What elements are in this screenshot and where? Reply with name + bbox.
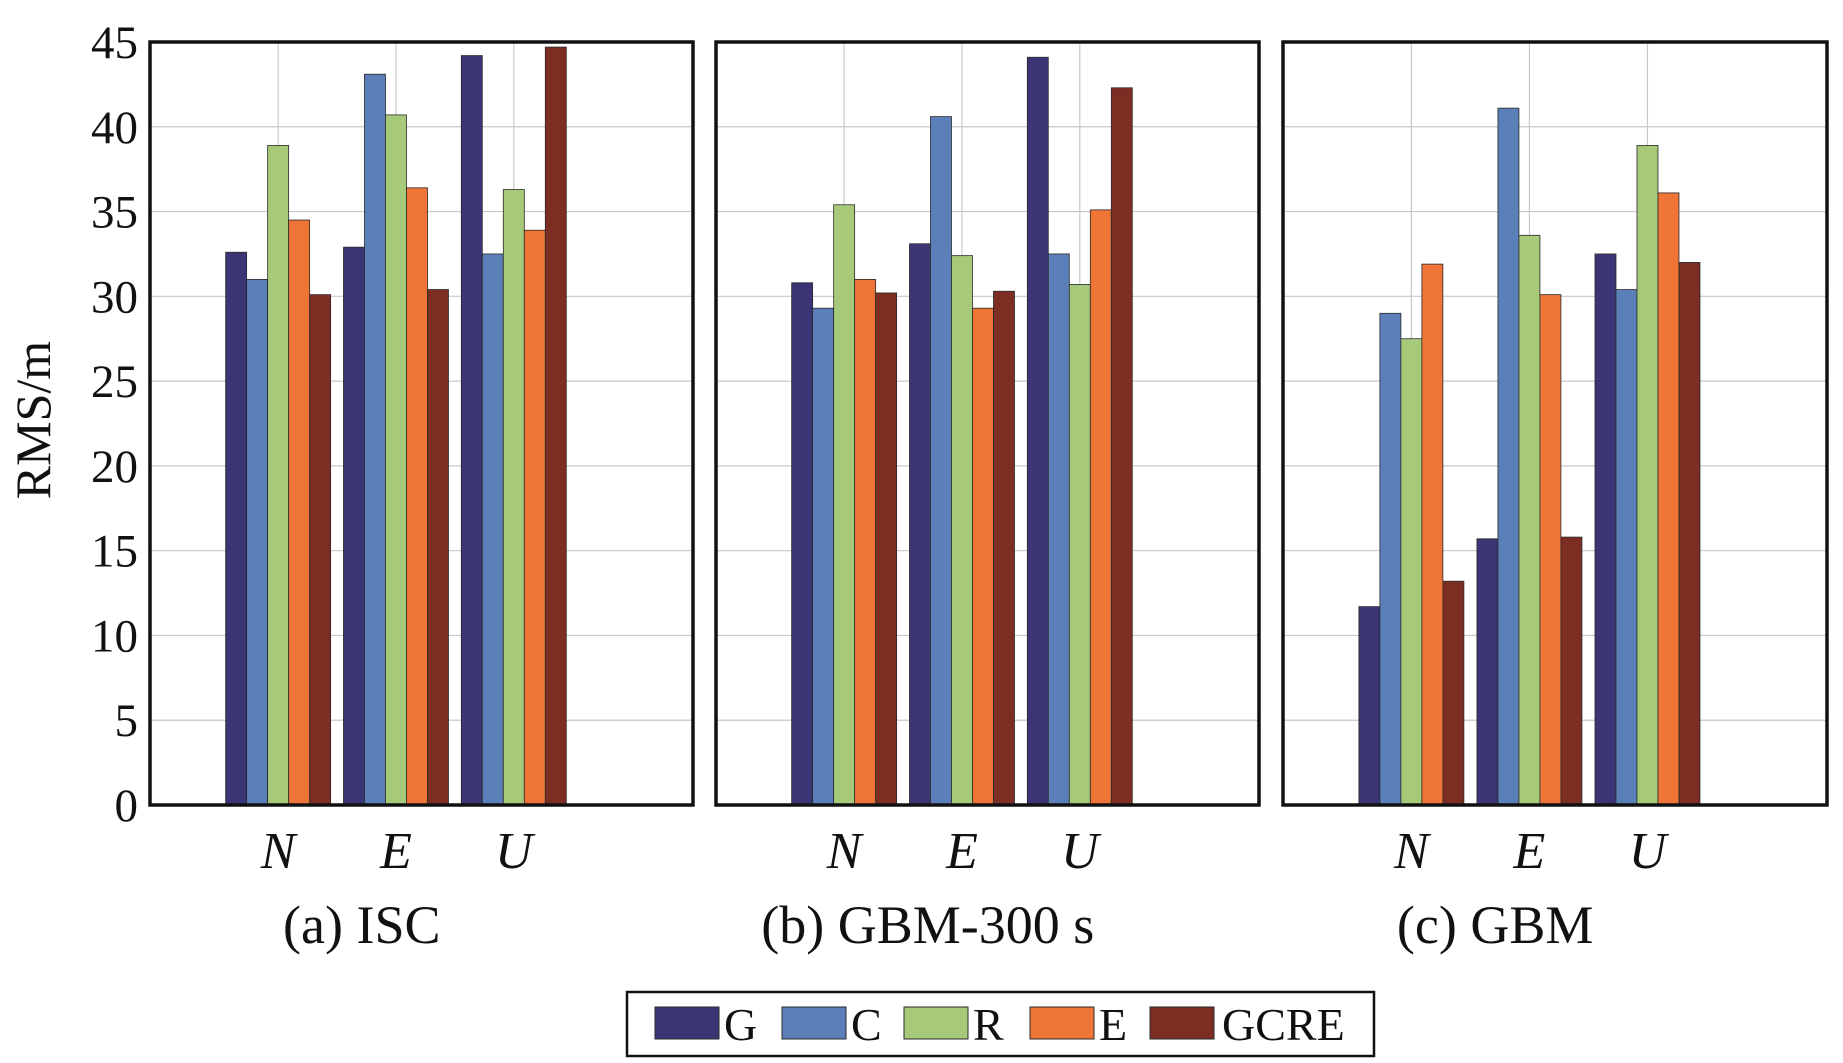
y-tick-label: 5 (115, 695, 139, 747)
bar-gcre-n (1442, 580, 1465, 806)
chart-panel-2: N E U (b) GBM-300 s (714, 40, 1261, 955)
y-tick-label: 25 (91, 356, 138, 408)
bar-c-e (1497, 107, 1520, 806)
bar-e-n (1421, 263, 1444, 806)
bar-gcre-e (1560, 536, 1583, 806)
legend-label-g: G (724, 999, 757, 1050)
x-category-label: N (826, 823, 865, 880)
bar-e-n (288, 219, 311, 806)
bar-r-u (1068, 284, 1091, 806)
y-axis-label: RMS/m (5, 341, 61, 500)
panel-frame (148, 40, 695, 807)
bar-g-n (225, 251, 248, 806)
x-category-label: E (379, 823, 412, 880)
legend-swatch-r (903, 1006, 969, 1040)
bar-gcre-e (427, 289, 449, 806)
chart-panels: N E U (a) ISC N E U (b) GBM-300 s N E U (c) GBM (148, 40, 1829, 955)
panel-title: (a) ISC (283, 895, 440, 955)
bar-c-u (481, 253, 504, 806)
y-tick-label: 40 (91, 102, 138, 154)
panel-title: (c) GBM (1397, 895, 1593, 955)
y-tick-label: 0 (115, 780, 139, 832)
bar-r-e (1518, 234, 1541, 806)
bar-e-n (854, 278, 877, 806)
y-tick-label: 10 (91, 610, 138, 662)
bar-gcre-u (544, 46, 567, 806)
y-tick-label: 45 (91, 17, 138, 69)
bar-g-n (791, 282, 814, 806)
y-tick-label: 35 (91, 187, 138, 239)
bar-r-e (951, 255, 973, 806)
x-category-label: N (1393, 823, 1432, 880)
bar-g-n (1358, 606, 1381, 806)
bar-e-u (1089, 209, 1112, 806)
legend-swatch-c (781, 1006, 847, 1040)
legend: G C R E GCRE (625, 990, 1376, 1058)
legend-box (625, 990, 1376, 1058)
bar-r-u (1636, 145, 1659, 806)
y-tick-label: 20 (91, 441, 138, 493)
bar-e-e (1539, 294, 1562, 806)
bar-c-u (1615, 289, 1638, 806)
bar-c-e (364, 73, 386, 806)
legend-swatch-gcre (1149, 1006, 1215, 1040)
legend-swatch-g (654, 1006, 720, 1040)
panel-frame (1281, 40, 1829, 807)
x-category-label: U (1629, 823, 1670, 880)
y-tick-label: 15 (91, 526, 138, 578)
bar-c-n (1379, 312, 1402, 806)
bar-r-e (385, 114, 407, 806)
x-category-label: U (495, 823, 536, 880)
legend-label-gcre: GCRE (1222, 999, 1345, 1050)
legend-swatch-e (1029, 1006, 1095, 1040)
chart-panel-3: N E U (c) GBM (1281, 40, 1829, 955)
bar-e-e (972, 307, 994, 806)
bar-gcre-n (875, 292, 898, 806)
bar-c-n (246, 278, 269, 806)
x-category-label: N (260, 823, 299, 880)
bar-r-n (267, 145, 290, 806)
bar-g-e (1476, 538, 1499, 806)
legend-label-r: R (973, 999, 1004, 1050)
bar-gcre-n (309, 294, 332, 806)
bar-e-e (406, 187, 428, 806)
bar-gcre-u (1110, 87, 1133, 806)
bar-gcre-u (1678, 262, 1701, 806)
legend-label-e: E (1099, 999, 1127, 1050)
x-category-label: E (1513, 823, 1546, 880)
x-category-label: E (945, 823, 978, 880)
bar-g-e (909, 243, 931, 806)
bar-c-u (1047, 253, 1070, 806)
bar-r-u (502, 189, 525, 806)
panel-title: (b) GBM-300 s (761, 895, 1094, 955)
bar-c-e (930, 116, 952, 806)
bar-gcre-e (993, 290, 1015, 806)
bar-g-u (460, 55, 483, 806)
bar-g-u (1026, 56, 1049, 806)
legend-label-c: C (851, 999, 882, 1050)
bar-g-u (1594, 253, 1617, 806)
bar-e-u (1657, 192, 1680, 806)
chart-panel-1: N E U (a) ISC (148, 40, 695, 955)
y-axis-ticks: 0 5 10 15 20 25 30 35 40 45 (91, 17, 138, 832)
bar-r-n (1400, 338, 1423, 806)
bar-r-n (833, 204, 856, 806)
bar-e-u (523, 229, 546, 806)
bar-c-n (812, 307, 835, 806)
bar-g-e (343, 246, 365, 806)
x-category-label: U (1061, 823, 1102, 880)
y-tick-label: 30 (91, 271, 138, 323)
panel-frame (714, 40, 1261, 807)
